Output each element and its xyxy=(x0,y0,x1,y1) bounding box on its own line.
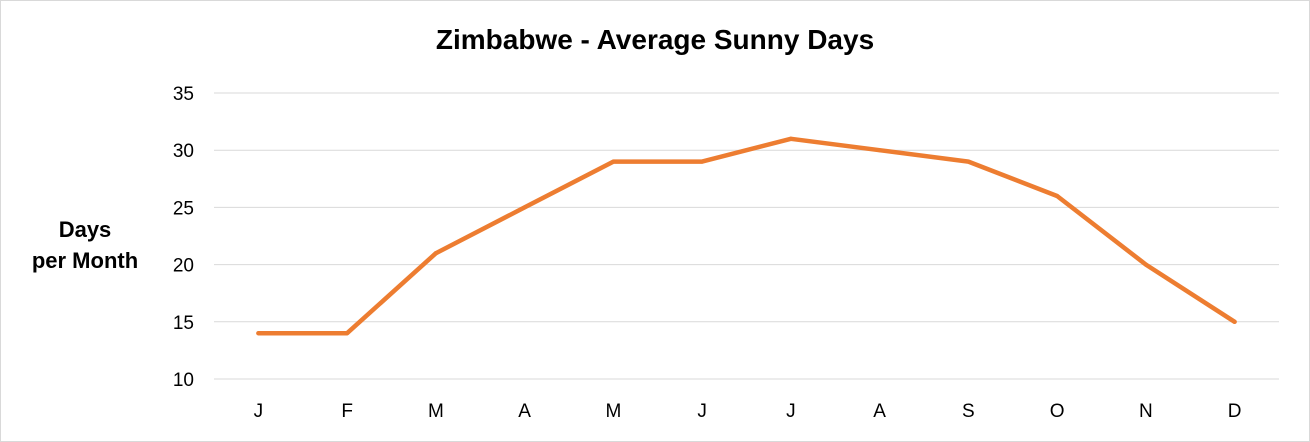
y-axis-title: Days per Month xyxy=(10,214,160,276)
y-tick-label: 20 xyxy=(173,256,194,277)
x-tick-label: J xyxy=(254,401,264,422)
x-tick-label: S xyxy=(962,401,975,422)
data-point-A-7 xyxy=(877,148,882,153)
x-tick-label: O xyxy=(1050,401,1065,422)
data-point-J-6 xyxy=(788,136,793,141)
x-tick-label: A xyxy=(518,401,531,422)
data-point-N-10 xyxy=(1143,262,1148,267)
data-point-D-11 xyxy=(1232,319,1237,324)
chart-title: Zimbabwe - Average Sunny Days xyxy=(435,24,875,55)
data-point-O-9 xyxy=(1055,193,1060,198)
y-tick-label: 15 xyxy=(173,313,194,334)
y-tick-label: 35 xyxy=(173,84,194,105)
x-tick-label: J xyxy=(697,401,707,422)
y-axis-title-line-1: Days xyxy=(58,217,112,242)
data-point-J-5 xyxy=(700,159,705,164)
gridlines xyxy=(214,92,1279,380)
x-tick-label: F xyxy=(341,401,353,422)
x-tick-label: N xyxy=(1139,401,1153,422)
data-point-F-1 xyxy=(345,331,350,336)
series-layer xyxy=(256,136,1237,336)
x-tick-label: M xyxy=(605,401,621,422)
x-tick-label: J xyxy=(786,401,796,422)
x-tick-label: M xyxy=(428,401,444,422)
y-tick-labels: 10 15 20 25 30 35 xyxy=(173,84,194,391)
y-tick-label: 30 xyxy=(173,141,194,162)
data-point-M-4 xyxy=(611,159,616,164)
y-axis-title-line-2: per Month xyxy=(31,248,139,273)
y-tick-label: 25 xyxy=(173,198,194,219)
y-tick-label: 10 xyxy=(173,370,194,391)
data-point-S-8 xyxy=(966,159,971,164)
x-tick-label: D xyxy=(1228,401,1242,422)
x-tick-label: A xyxy=(873,401,886,422)
data-point-M-2 xyxy=(433,251,438,256)
series-line-0 xyxy=(256,136,1237,336)
data-point-J-0 xyxy=(256,331,261,336)
data-point-A-3 xyxy=(522,205,527,210)
